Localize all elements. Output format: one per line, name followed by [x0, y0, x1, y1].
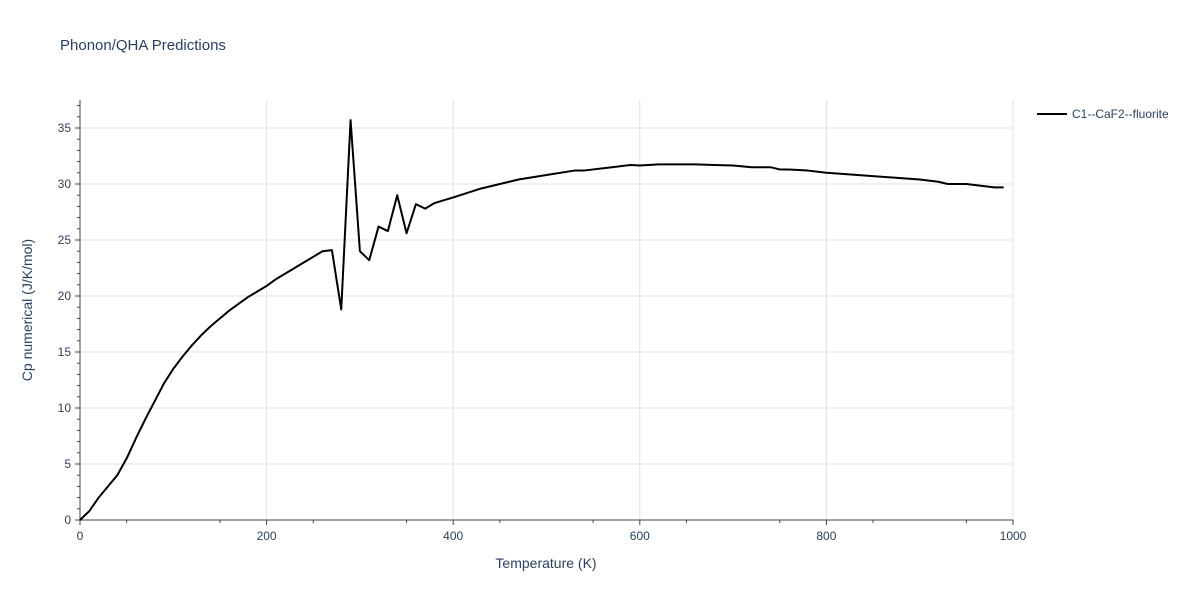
- x-tick-label: 0: [77, 529, 84, 543]
- series-layer: [79, 119, 1004, 521]
- y-tick-label: 15: [58, 345, 72, 359]
- axes: [79, 100, 1013, 521]
- y-tick-label: 35: [58, 121, 72, 135]
- x-axis-title: Temperature (K): [495, 555, 596, 571]
- x-tick-label: 600: [630, 529, 650, 543]
- y-tick-label: 0: [64, 513, 71, 527]
- y-tick-label: 30: [58, 177, 72, 191]
- series-points: [79, 120, 1004, 521]
- series-line[interactable]: [79, 119, 1004, 521]
- y-tick-label: 10: [58, 401, 72, 415]
- y-tick-label: 5: [64, 457, 71, 471]
- x-tick-label: 1000: [1000, 529, 1027, 543]
- ticks: 0 5 10 15 20 25 30 35 0 200 400 600 800 1000: [58, 105, 1027, 543]
- y-axis-title: Cp numerical (J/K/mol): [19, 239, 35, 381]
- legend[interactable]: C1--CaF2--fluorite: [1037, 107, 1169, 121]
- grid: [80, 100, 1014, 520]
- x-tick-label: 400: [443, 529, 463, 543]
- x-tick-label: 800: [816, 529, 836, 543]
- y-tick-label: 20: [58, 289, 72, 303]
- y-tick-label: 25: [58, 233, 72, 247]
- legend-label: C1--CaF2--fluorite: [1072, 107, 1169, 121]
- chart-title: Phonon/QHA Predictions: [60, 37, 226, 54]
- x-tick-label: 200: [257, 529, 277, 543]
